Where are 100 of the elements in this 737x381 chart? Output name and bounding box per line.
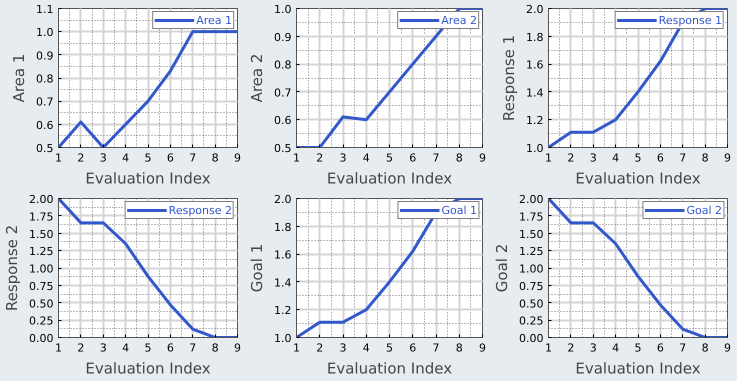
x-tick-label: 6 (656, 152, 664, 164)
y-tick-label: 1.2 (274, 304, 292, 318)
x-tick-label: 1 (545, 342, 552, 354)
x-tick-label: 1 (545, 152, 552, 164)
x-axis-title: Evaluation Index (326, 360, 452, 378)
legend-label: Area 1 (196, 13, 232, 27)
x-tick-label: 4 (122, 152, 130, 164)
legend-label: Goal 1 (441, 203, 477, 217)
y-axis-title: Area 1 (10, 54, 28, 102)
x-tick-label: 5 (386, 152, 393, 164)
y-tick-label: 1.25 (519, 245, 544, 258)
y-tick-label: 1.75 (519, 210, 544, 224)
y-tick-label: 0.9 (36, 49, 54, 62)
x-tick-label: 9 (724, 342, 731, 354)
x-tick-label: 2 (567, 152, 574, 164)
y-tick-label: 0.6 (36, 118, 54, 132)
x-tick-label: 6 (656, 342, 664, 354)
x-tick-label: 1 (55, 152, 62, 164)
x-tick-label: 5 (634, 342, 642, 354)
x-tick-label: 3 (590, 342, 597, 354)
x-tick-label: 4 (122, 342, 130, 354)
y-axis-title: Area 2 (248, 54, 266, 102)
x-axis-title: Evaluation Index (575, 360, 701, 378)
x-tick-label: 3 (340, 152, 346, 164)
x-tick-label: 6 (409, 342, 416, 354)
x-tick-label: 9 (479, 152, 486, 164)
x-tick-label: 3 (100, 152, 107, 164)
x-tick-label: 2 (316, 152, 324, 164)
y-tick-label: 2.0 (274, 193, 292, 206)
legend-label: Response 2 (168, 203, 232, 217)
legend-label: Response 1 (658, 13, 722, 27)
y-tick-label: 1.4 (274, 276, 292, 290)
y-tick-label: 1.2 (526, 114, 544, 128)
x-tick-label: 3 (590, 152, 597, 164)
x-tick-label: 5 (144, 152, 152, 164)
y-tick-label: 0.9 (274, 30, 292, 44)
x-tick-label: 2 (77, 342, 84, 354)
x-tick-label: 7 (679, 152, 686, 164)
y-tick-label: 1.0 (526, 142, 544, 155)
y-tick-label: 0.00 (519, 332, 544, 345)
x-axis-title: Evaluation Index (326, 170, 452, 188)
y-tick-label: 2.0 (526, 3, 544, 16)
x-tick-label: 7 (189, 342, 196, 354)
y-tick-label: 0.5 (274, 142, 292, 155)
x-axis-title: Evaluation Index (85, 360, 211, 378)
x-tick-label: 1 (293, 152, 300, 164)
x-tick-label: 8 (702, 152, 709, 164)
x-tick-label: 4 (612, 342, 620, 354)
x-tick-label: 9 (724, 152, 731, 164)
x-tick-label: 1 (55, 342, 62, 354)
x-tick-label: 4 (612, 152, 620, 164)
x-tick-label: 3 (340, 342, 346, 354)
legend-label: Area 2 (441, 13, 477, 27)
x-tick-label: 5 (386, 342, 393, 354)
y-tick-label: 0.7 (36, 96, 54, 109)
x-tick-label: 7 (432, 342, 440, 354)
y-axis-title: Goal 1 (248, 244, 266, 292)
y-tick-label: 1.6 (526, 58, 544, 72)
x-tick-label: 9 (234, 152, 241, 164)
y-tick-label: 2.00 (519, 193, 544, 206)
y-tick-label: 1.0 (36, 26, 54, 40)
x-tick-label: 6 (409, 152, 416, 164)
x-tick-label: 7 (189, 152, 196, 164)
y-tick-label: 1.0 (274, 3, 292, 16)
y-tick-label: 0.25 (519, 314, 544, 328)
y-tick-label: 0.7 (274, 86, 292, 100)
x-tick-label: 8 (456, 152, 463, 164)
y-tick-label: 0.50 (519, 297, 544, 310)
y-axis-title: Goal 2 (493, 244, 512, 292)
x-tick-label: 5 (634, 152, 642, 164)
x-tick-label: 5 (144, 342, 152, 354)
x-tick-label: 8 (702, 342, 709, 354)
y-tick-label: 1.25 (29, 245, 54, 258)
y-tick-label: 0.50 (29, 297, 54, 310)
x-tick-label: 4 (362, 342, 370, 354)
x-tick-label: 8 (212, 342, 219, 354)
y-axis-title: Response 2 (3, 224, 22, 312)
y-tick-label: 0.5 (36, 142, 54, 155)
x-tick-label: 2 (77, 152, 84, 164)
y-tick-label: 1.75 (29, 210, 54, 224)
y-tick-label: 1.50 (519, 228, 544, 241)
x-tick-label: 8 (212, 152, 219, 164)
x-tick-label: 6 (166, 152, 174, 164)
y-tick-label: 0.75 (29, 280, 54, 293)
x-tick-label: 7 (432, 152, 440, 164)
y-tick-label: 1.00 (29, 262, 54, 276)
y-tick-label: 0.6 (274, 114, 292, 128)
y-tick-label: 1.0 (274, 332, 292, 345)
x-tick-label: 3 (100, 342, 107, 354)
y-tick-label: 0.8 (274, 58, 292, 72)
y-tick-label: 0.75 (519, 280, 544, 293)
x-tick-label: 6 (166, 342, 174, 354)
y-tick-label: 1.8 (274, 220, 292, 234)
y-tick-label: 1.50 (29, 228, 54, 241)
y-tick-label: 1.4 (526, 86, 544, 100)
x-tick-label: 4 (362, 152, 370, 164)
y-tick-label: 1.1 (36, 3, 54, 16)
x-tick-label: 7 (679, 342, 686, 354)
x-tick-label: 2 (567, 342, 574, 354)
x-tick-label: 9 (479, 342, 486, 354)
